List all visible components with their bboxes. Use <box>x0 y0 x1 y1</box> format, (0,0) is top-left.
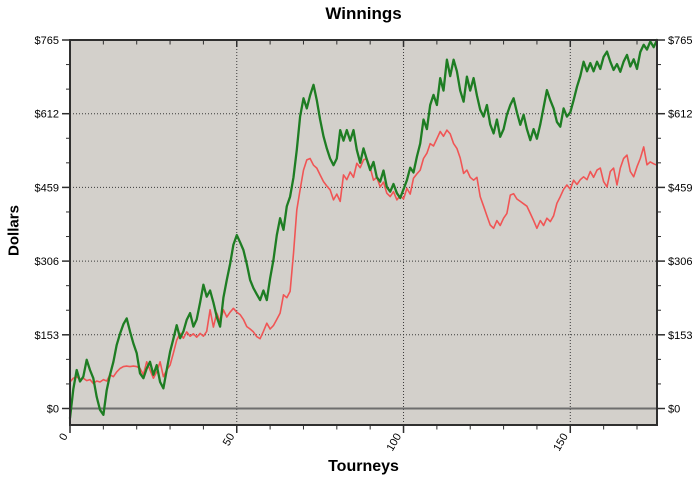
x-tick-label: 50 <box>221 432 238 449</box>
y-tick-label-left: $0 <box>47 404 59 416</box>
series-green-line <box>68 38 659 420</box>
x-tick-label: 0 <box>57 432 70 443</box>
y-tick-label-left: $765 <box>35 35 59 47</box>
y-tick-label-left: $612 <box>35 109 59 121</box>
y-tick-label-left: $153 <box>35 330 59 342</box>
x-axis-title: Tourneys <box>328 458 399 475</box>
y-tick-label-right: $765 <box>668 35 692 47</box>
y-tick-label-right: $306 <box>668 256 692 268</box>
y-tick-label-right: $459 <box>668 182 692 194</box>
y-tick-label-left: $306 <box>35 256 59 268</box>
y-tick-label-right: $153 <box>668 330 692 342</box>
y-tick-label-right: $612 <box>668 109 692 121</box>
x-tick-label: 150 <box>551 432 571 454</box>
x-tick-label: 100 <box>385 432 405 454</box>
chart-title: Winnings <box>325 4 402 23</box>
y-tick-label-left: $459 <box>35 182 59 194</box>
plot-border <box>69 39 658 426</box>
y-tick-label-right: $0 <box>668 404 680 416</box>
